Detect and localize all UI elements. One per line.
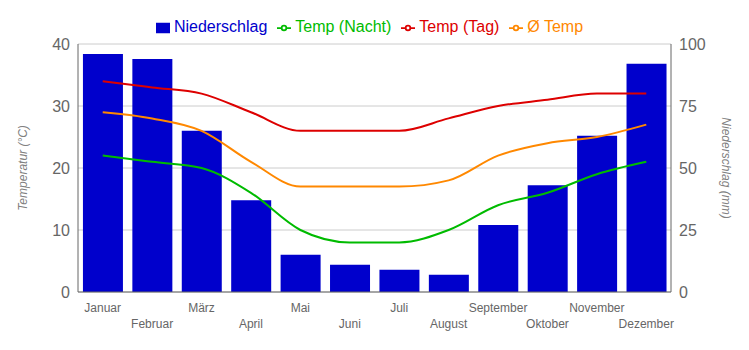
- svg-text:Dezember: Dezember: [619, 317, 674, 331]
- svg-text:25: 25: [679, 222, 697, 239]
- html-text:Temp (Nacht): Temp (Nacht): [295, 18, 392, 35]
- svg-text:November: November: [569, 301, 624, 315]
- svg-text:Juni: Juni: [339, 317, 361, 331]
- svg-text:75: 75: [679, 98, 697, 115]
- svg-text:Juli: Juli: [390, 301, 408, 315]
- svg-text:30: 30: [52, 98, 70, 115]
- svg-text:Februar: Februar: [131, 317, 173, 331]
- html-text:Temp (Tag): Temp (Tag): [419, 18, 500, 35]
- svg-text:Temperatur (°C): Temperatur (°C): [16, 125, 30, 211]
- svg-text:0: 0: [679, 284, 688, 301]
- html-text:Ø Temp: Ø Temp: [527, 18, 584, 35]
- svg-text:Oktober: Oktober: [526, 317, 569, 331]
- svg-text:August: August: [430, 317, 468, 331]
- svg-text:20: 20: [52, 160, 70, 177]
- svg-text:September: September: [469, 301, 528, 315]
- svg-text:0: 0: [61, 284, 70, 301]
- svg-text:10: 10: [52, 222, 70, 239]
- svg-text:100: 100: [679, 36, 706, 53]
- svg-text:Mai: Mai: [291, 301, 310, 315]
- svg-text:April: April: [239, 317, 263, 331]
- svg-text:40: 40: [52, 36, 70, 53]
- svg-text:50: 50: [679, 160, 697, 177]
- svg-text:Januar: Januar: [84, 301, 121, 315]
- html-text:Niederschlag: Niederschlag: [173, 18, 268, 35]
- svg-text:März: März: [188, 301, 215, 315]
- svg-text:Niederschlag (mm): Niederschlag (mm): [719, 117, 733, 218]
